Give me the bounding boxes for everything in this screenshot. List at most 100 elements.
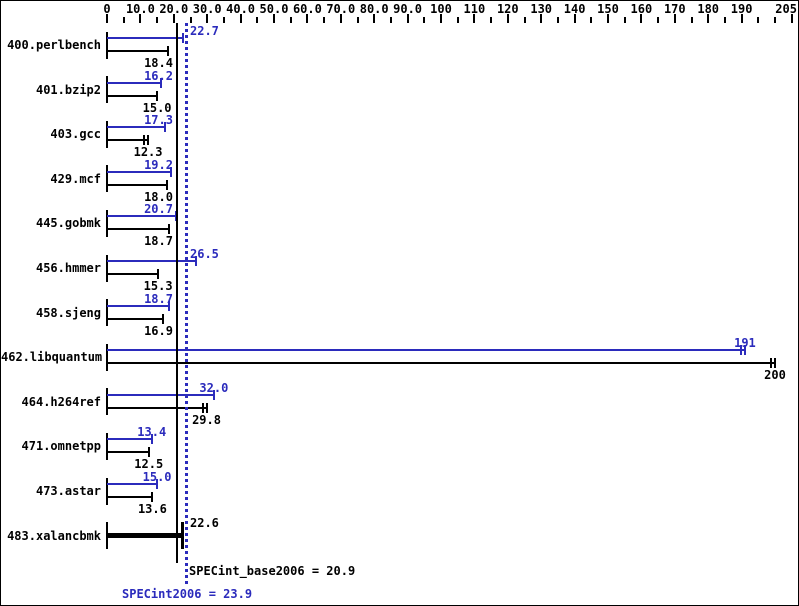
peak-value-label: 15.0 [142, 470, 172, 484]
peak-bar-run-tick [739, 345, 742, 356]
x-axis-tick-label: 100 [430, 2, 452, 16]
x-axis-tick-label: 170 [663, 2, 686, 16]
x-axis-tick-label: 10.0 [125, 2, 155, 16]
x-axis-tick-label: 120 [496, 2, 519, 16]
x-axis-major-tick [239, 14, 242, 23]
base-bar-end-tick [167, 46, 170, 56]
x-axis-minor-tick [389, 17, 392, 23]
peak-bar-end-tick [168, 300, 171, 311]
base-bar-end-tick [147, 135, 150, 146]
peak-mean-label: SPECint2006 = 23.9 [122, 587, 253, 601]
base-value-label: 18.0 [144, 189, 173, 204]
base-bar-run-tick [201, 402, 204, 413]
x-axis-major-tick [406, 14, 409, 23]
peak-bar [107, 81, 162, 84]
peak-bar [107, 393, 214, 396]
x-axis-minor-tick [623, 17, 626, 23]
base-bar [107, 228, 170, 231]
x-axis-minor-tick [757, 17, 760, 23]
peak-mean-line [185, 23, 189, 585]
row-start-tick [106, 165, 108, 193]
x-axis-tick-label: 30.0 [192, 2, 222, 16]
x-axis-minor-tick [456, 17, 459, 23]
x-axis-tick-label: 205 [775, 2, 797, 16]
x-axis-minor-tick [490, 17, 493, 23]
base-bar [107, 451, 149, 454]
benchmark-name: 456.hmmer [35, 261, 101, 275]
x-axis-major-tick [790, 14, 793, 23]
benchmark-name: 400.perlbench [7, 38, 101, 52]
peak-bar [107, 483, 158, 485]
base-value-label: 12.5 [134, 457, 164, 472]
base-bar-run-tick [770, 358, 772, 369]
row-start-tick [106, 254, 108, 282]
x-axis-tick-label: 190 [730, 2, 753, 16]
peak-bar [107, 170, 172, 173]
row-start-tick [106, 388, 108, 416]
x-axis-minor-tick [122, 17, 125, 23]
x-axis-tick-label: 60.0 [292, 2, 322, 16]
base-bar-end-tick [151, 492, 154, 502]
peak-value-label: 13.4 [137, 425, 167, 440]
base-bar [107, 183, 168, 186]
x-axis-tick-label: 110 [463, 2, 486, 16]
base-bar-end-tick [157, 269, 160, 279]
base-bar-run-tick [143, 135, 146, 146]
x-axis-major-tick [607, 14, 609, 23]
x-axis-minor-tick [774, 17, 776, 23]
base-bar-end-tick [156, 90, 159, 101]
x-axis-major-tick [440, 14, 442, 23]
base-bar-end-tick [147, 447, 150, 458]
x-axis-minor-tick [256, 17, 259, 23]
row-start-tick [106, 343, 108, 371]
peak-value-label: 19.2 [144, 157, 173, 172]
base-value-label: 29.8 [192, 412, 221, 427]
x-axis-tick-label: 140 [563, 2, 586, 16]
x-axis-major-tick [640, 14, 643, 23]
row-start-tick [106, 432, 108, 460]
benchmark-name: 445.gobmk [35, 216, 101, 231]
benchmark-name: 458.sjeng [35, 305, 101, 320]
base-value-label: 18.4 [144, 56, 173, 70]
base-mean-label: SPECint_base2006 = 20.9 [189, 564, 356, 578]
x-axis-minor-tick [690, 17, 693, 23]
x-axis-major-tick [740, 14, 743, 23]
x-axis-major-tick [139, 14, 142, 23]
peak-bar-end-tick [170, 166, 173, 177]
base-value-label: 12.3 [133, 145, 163, 160]
peak-bar [107, 349, 745, 352]
x-axis-minor-tick [222, 17, 225, 23]
x-axis-tick-label: 0 [103, 2, 111, 16]
peak-bar [107, 215, 177, 218]
peak-value-label: 20.7 [144, 202, 173, 217]
peak-value-label: 17.3 [144, 113, 173, 128]
x-axis-major-tick [206, 14, 209, 23]
peak-bar-end-tick [212, 389, 215, 400]
x-axis-tick-label: 90.0 [393, 2, 423, 16]
x-axis-tick-label: 160 [630, 2, 653, 16]
peak-value-label: 32.0 [199, 380, 229, 395]
row-start-tick [106, 477, 108, 505]
benchmark-name: 483.xalancbmk [7, 528, 101, 543]
x-axis-tick-label: 150 [597, 2, 619, 16]
x-axis-major-tick [673, 14, 676, 23]
x-axis-major-tick [540, 14, 543, 23]
peak-bar [107, 304, 170, 307]
peak-bar [107, 37, 183, 39]
x-axis-major-tick [273, 14, 275, 23]
x-axis-major-tick [106, 14, 108, 23]
base-value-label: 16.9 [144, 323, 173, 338]
peak-value-label: 26.5 [190, 247, 219, 261]
row-start-tick [106, 120, 108, 148]
base-mean-line [175, 23, 178, 563]
peak-bar-end-tick [194, 256, 197, 266]
base-bar-end-tick [168, 224, 171, 235]
peak-bar-end-tick [156, 479, 159, 489]
base-bar-end-tick [166, 179, 169, 190]
base-bar [107, 94, 158, 97]
x-axis-major-tick [573, 14, 576, 23]
base-value-label: 15.0 [142, 100, 172, 115]
peak-value-label: 22.7 [190, 24, 219, 38]
base-bar-end-tick [205, 402, 208, 413]
